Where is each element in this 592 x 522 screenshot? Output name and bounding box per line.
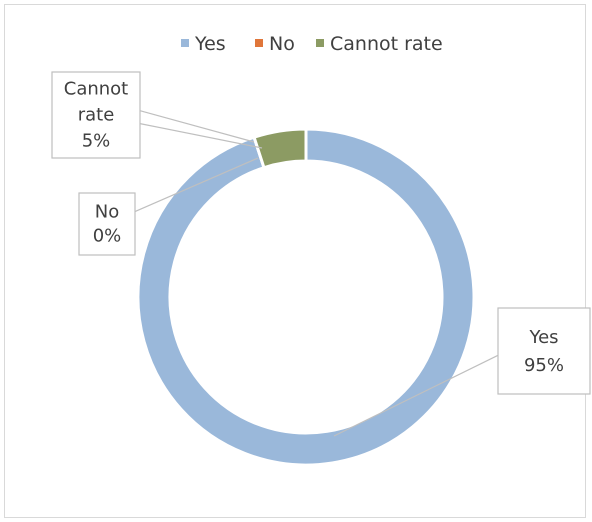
data-label-line: 95%	[524, 355, 564, 376]
data-label-line: rate	[78, 105, 115, 126]
legend-label-yes: Yes	[194, 33, 226, 55]
data-label-line: Yes	[528, 327, 558, 348]
leader-line-no	[134, 157, 259, 213]
data-label-line: 0%	[93, 225, 122, 246]
data-label-box	[497, 307, 591, 395]
leader-line-yes	[333, 354, 499, 437]
slice-cannot-rate	[252, 127, 308, 170]
leader-line-cannot-rate-upper	[139, 110, 255, 143]
leader-lines	[134, 110, 499, 437]
data-label-yes: Yes 95%	[497, 307, 591, 395]
data-label-no: No 0%	[78, 192, 136, 256]
data-labels: Yes 95% No 0% Cannot rate 5%	[51, 71, 591, 395]
legend-swatch-no	[255, 39, 263, 47]
legend-swatch-cannot-rate	[316, 39, 324, 47]
leader-line-cannot-rate	[139, 123, 263, 149]
data-label-line: No	[95, 201, 119, 222]
data-label-cannot-rate: Cannot rate 5%	[51, 71, 141, 159]
data-label-line: Cannot	[64, 79, 129, 100]
legend: Yes No Cannot rate	[181, 33, 443, 55]
data-label-box	[51, 71, 141, 159]
legend-swatch-yes	[181, 39, 189, 47]
data-label-box	[78, 192, 136, 256]
data-label-line: 5%	[82, 131, 111, 152]
legend-label-no: No	[269, 33, 295, 55]
doughnut-slices	[136, 127, 476, 467]
slice-yes	[136, 127, 476, 467]
legend-label-cannot-rate: Cannot rate	[330, 33, 443, 55]
